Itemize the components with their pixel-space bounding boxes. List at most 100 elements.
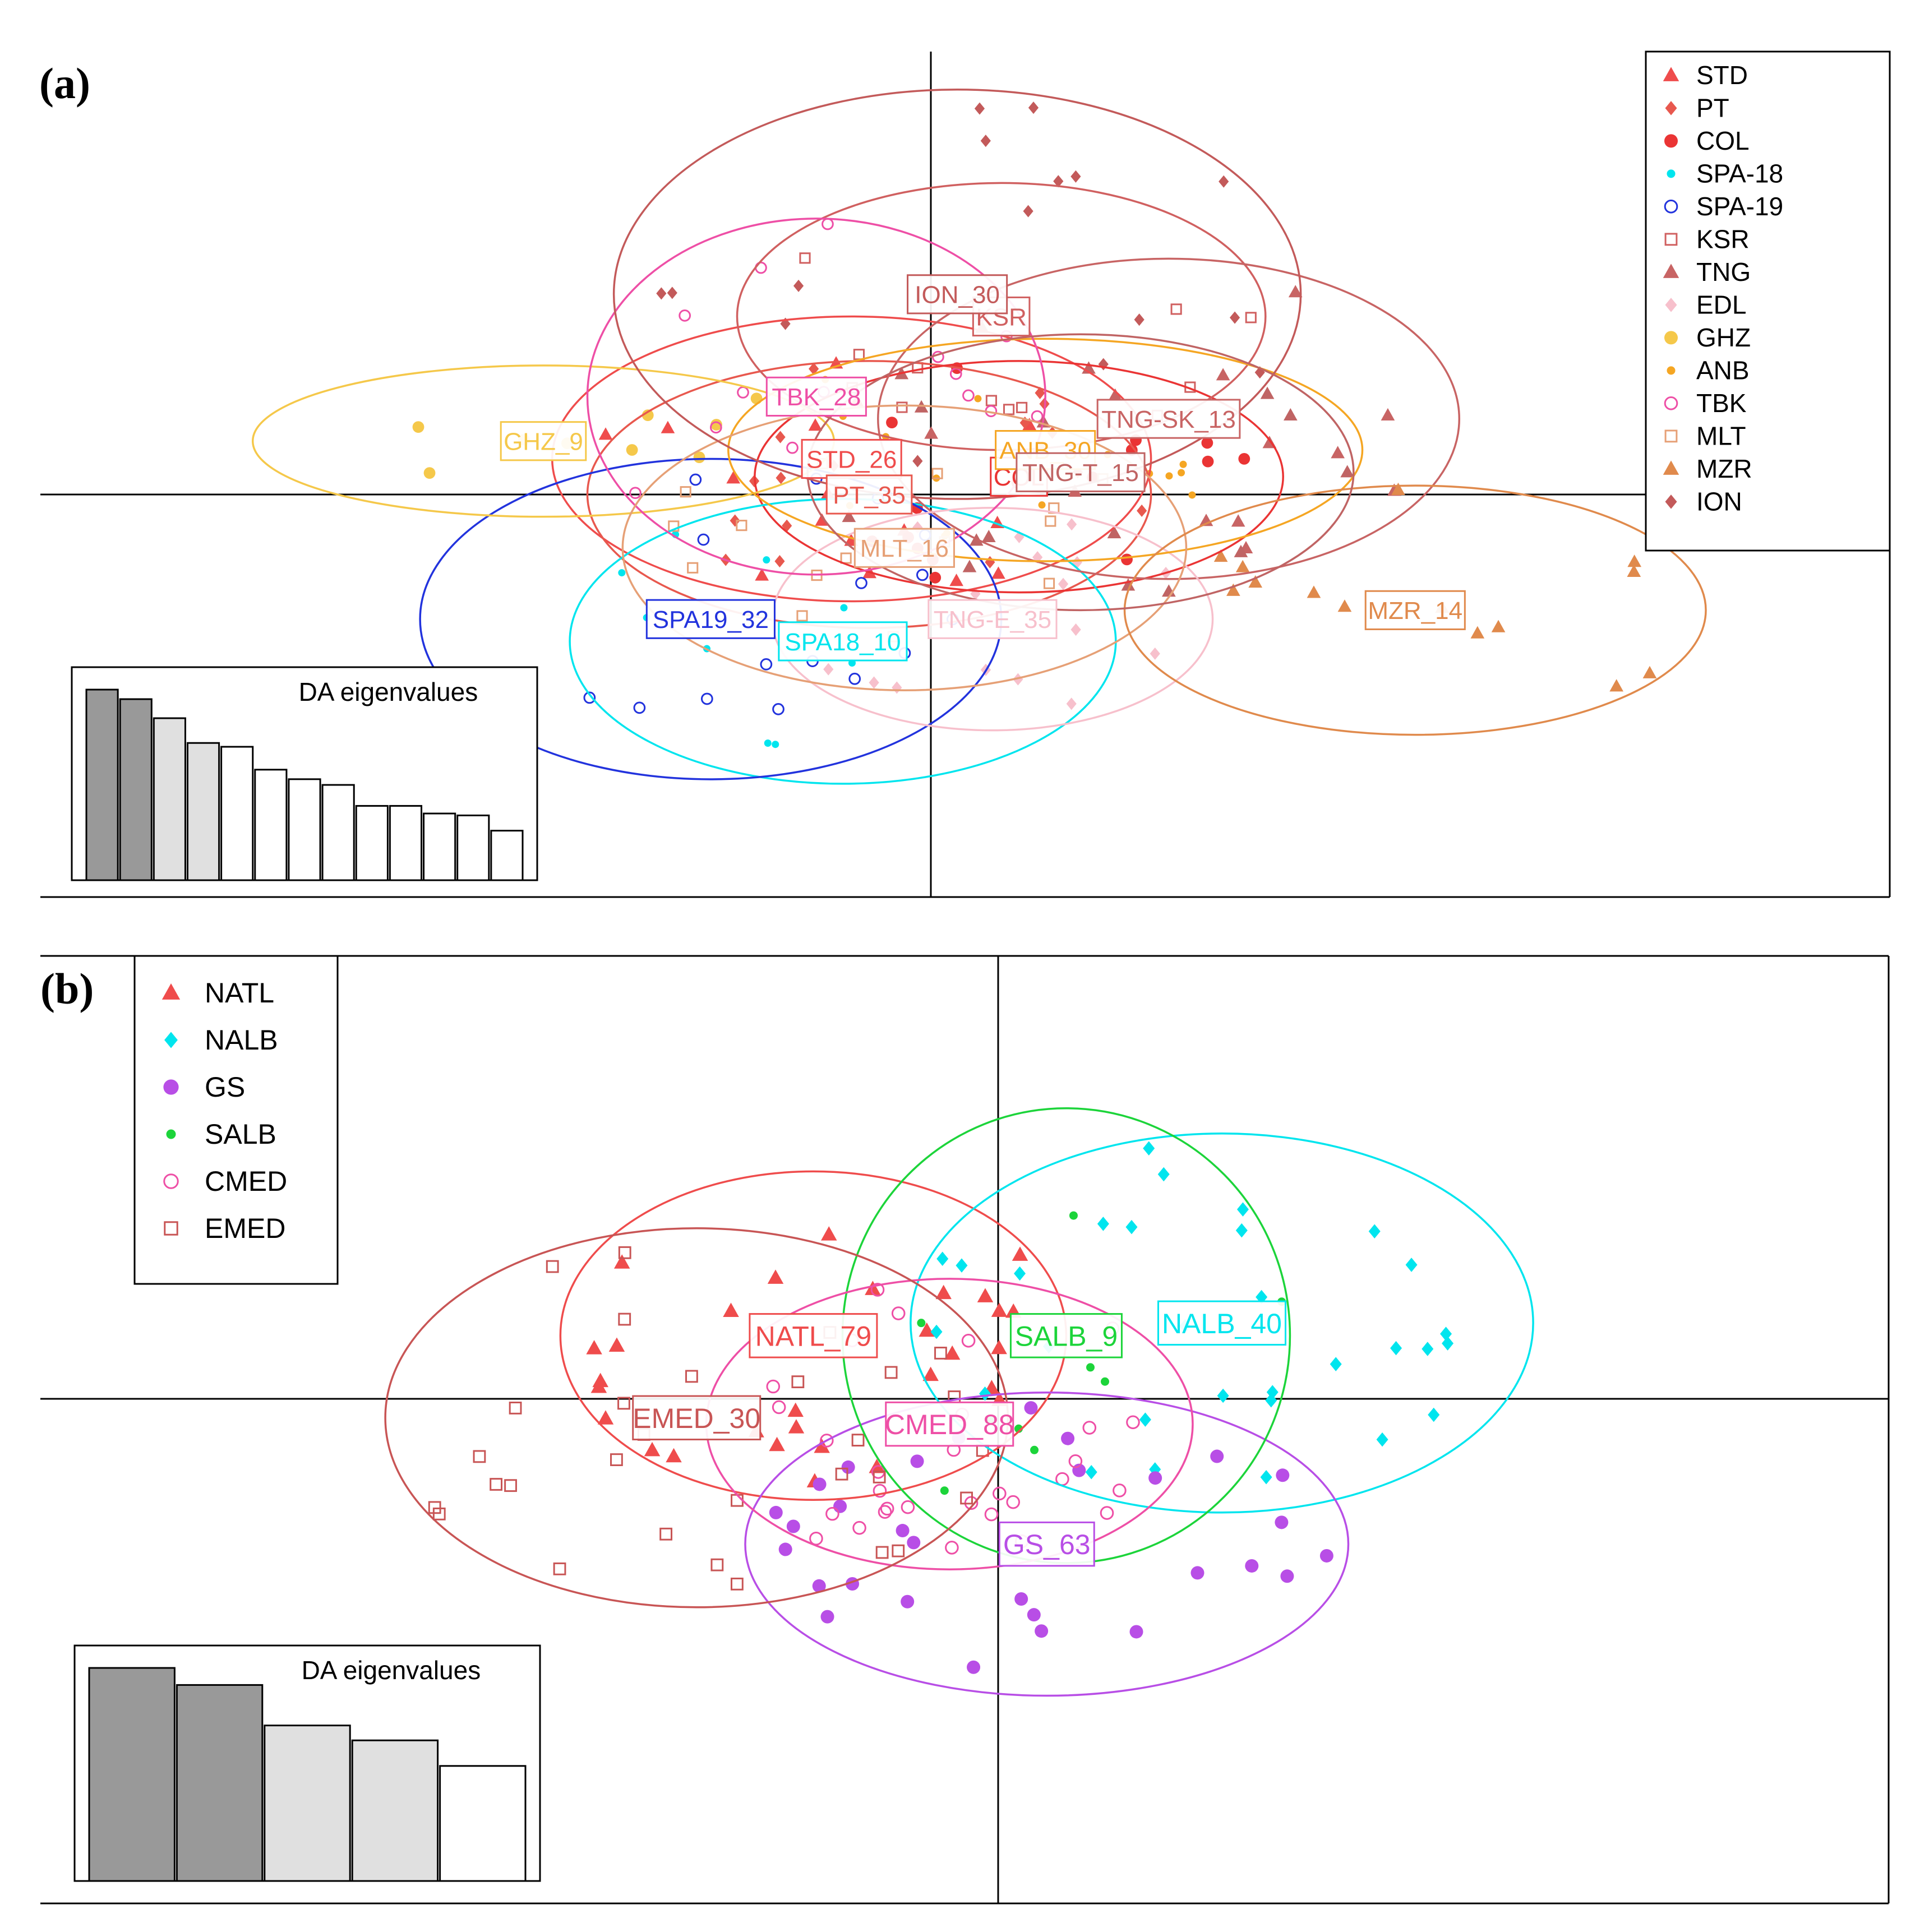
point-natl xyxy=(944,1345,961,1360)
label-text: TBK_28 xyxy=(772,383,861,411)
point-std xyxy=(726,471,741,484)
point-mlt xyxy=(1045,515,1056,527)
point-emed xyxy=(504,1479,517,1492)
ellipse-col xyxy=(754,360,1284,594)
panel-letter: (a) xyxy=(39,59,90,108)
label-text: GHZ_9 xyxy=(504,428,583,456)
point-ghz xyxy=(642,409,654,422)
label-text: MZR_14 xyxy=(1368,597,1462,625)
legend-marker-edl xyxy=(1665,298,1677,312)
point-pt xyxy=(774,555,785,568)
label-text: CMED_88 xyxy=(885,1409,1014,1440)
point-emed xyxy=(618,1246,631,1259)
point-spa-19 xyxy=(633,701,646,714)
point-nalb xyxy=(1139,1412,1151,1427)
point-mzr xyxy=(1248,575,1263,588)
point-mlt xyxy=(687,562,699,574)
point-emed xyxy=(610,1453,623,1466)
point-ghz xyxy=(423,467,436,479)
point-mzr xyxy=(1213,549,1228,562)
point-emed xyxy=(473,1450,486,1463)
point-emed xyxy=(892,1544,905,1557)
point-salb xyxy=(940,1486,949,1495)
point-mzr xyxy=(1491,620,1506,632)
point-tng-t xyxy=(842,510,856,523)
point-edl xyxy=(1150,647,1160,660)
point-edl xyxy=(912,521,923,534)
point-anb xyxy=(1165,472,1173,480)
point-salb xyxy=(1086,1363,1095,1372)
point-tng xyxy=(1331,446,1345,459)
point-edl xyxy=(869,676,879,689)
legend-marker-gs xyxy=(163,1079,179,1095)
point-ion xyxy=(1028,101,1039,114)
point-emed xyxy=(960,1491,973,1505)
point-emed xyxy=(546,1260,559,1273)
point-edl xyxy=(1058,577,1069,590)
point-cmed xyxy=(880,1501,894,1516)
point-ion xyxy=(1134,313,1145,326)
label-text: NATL_79 xyxy=(755,1320,872,1352)
point-ion xyxy=(912,455,923,468)
point-emed xyxy=(617,1397,630,1410)
label-text: SPA19_32 xyxy=(653,606,769,634)
point-natl xyxy=(922,1366,939,1381)
point-mzr xyxy=(1609,679,1624,692)
legend-marker-ksr xyxy=(1664,233,1678,246)
point-emed xyxy=(428,1501,441,1514)
label-box xyxy=(1009,1313,1123,1358)
eigenvalue-title: DA eigenvalues xyxy=(299,677,478,706)
point-natl xyxy=(820,1226,837,1241)
point-mlt xyxy=(931,468,943,479)
point-nalb xyxy=(1260,1469,1272,1485)
point-nalb xyxy=(1236,1202,1249,1217)
point-cmed xyxy=(825,1506,839,1521)
point-gs xyxy=(896,1524,910,1538)
point-nalb xyxy=(1440,1326,1452,1341)
point-nalb xyxy=(1143,1141,1155,1155)
point-spa-18 xyxy=(764,739,772,747)
label-box xyxy=(801,438,902,479)
legend-label-cmed: CMED xyxy=(205,1166,287,1197)
point-tng xyxy=(1231,514,1245,527)
point-anb xyxy=(1188,491,1196,499)
legend-marker-tng xyxy=(1663,264,1679,278)
point-nalb xyxy=(930,1324,943,1339)
point-gs xyxy=(769,1505,783,1519)
ellipse-nalb xyxy=(910,1133,1534,1514)
eigenvalue-bar xyxy=(321,784,355,881)
label-box xyxy=(927,599,1058,639)
ellipse-mzr xyxy=(1123,484,1707,736)
label-spa-19: SPA19_32 xyxy=(645,599,776,639)
point-tbk xyxy=(709,421,722,434)
label-cmed: CMED_88 xyxy=(885,1401,1014,1447)
label-box xyxy=(749,1313,878,1358)
point-ksr xyxy=(1170,303,1182,315)
point-natl xyxy=(977,1288,994,1302)
point-col xyxy=(929,571,942,584)
label-text: SPA18_10 xyxy=(784,628,901,656)
point-emed xyxy=(730,1577,744,1591)
point-ghz xyxy=(412,421,424,433)
point-emed xyxy=(875,1546,889,1559)
label-spa-18: SPA18_10 xyxy=(778,621,908,662)
point-std xyxy=(991,566,1005,579)
point-natl xyxy=(608,1337,625,1352)
point-cmed xyxy=(870,1283,885,1297)
point-natl xyxy=(1012,1246,1028,1261)
point-edl xyxy=(1032,551,1043,564)
point-cmed xyxy=(993,1486,1007,1501)
point-gs xyxy=(907,1536,921,1550)
legend-marker-mzr xyxy=(1663,460,1679,475)
point-spa-18 xyxy=(618,569,626,577)
point-spa-18 xyxy=(763,556,770,564)
point-col xyxy=(1201,437,1213,449)
point-cmed xyxy=(961,1334,976,1348)
legend-label-mzr: MZR xyxy=(1696,454,1752,483)
point-cmed xyxy=(766,1379,781,1394)
point-nalb xyxy=(1376,1432,1388,1447)
point-emed xyxy=(659,1527,673,1541)
point-natl xyxy=(787,1402,804,1417)
point-ion xyxy=(656,287,667,300)
eigenvalue-bar xyxy=(490,830,524,881)
